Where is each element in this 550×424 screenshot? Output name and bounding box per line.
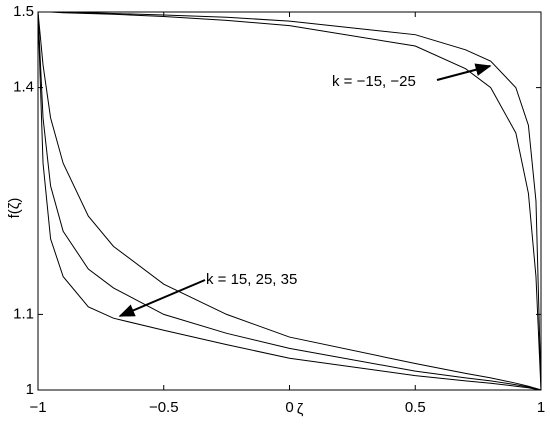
x-tick-label: 1: [537, 399, 545, 416]
curve: [37, 11, 542, 391]
y-tick-label: 1.1: [13, 305, 34, 322]
x-axis-label: ζ: [297, 401, 304, 418]
curve: [37, 11, 542, 391]
annotation: k = 15, 25, 35: [206, 271, 297, 288]
annotation-arrow: [436, 63, 492, 81]
x-tick-label: 0: [285, 399, 293, 416]
y-axis-label: f(ζ): [6, 198, 23, 219]
curve: [38, 11, 542, 391]
curve: [37, 11, 542, 391]
y-tick-label: 1.5: [13, 3, 34, 20]
x-tick-label: −0.5: [149, 399, 179, 416]
x-tick-label: −1: [29, 399, 46, 416]
x-tick-label: 0.5: [405, 399, 426, 416]
annotation: k = −15, −25: [332, 73, 416, 90]
annotation-arrow: [118, 279, 206, 317]
y-tick-label: 1: [26, 381, 34, 398]
y-tick-label: 1.4: [13, 79, 34, 96]
